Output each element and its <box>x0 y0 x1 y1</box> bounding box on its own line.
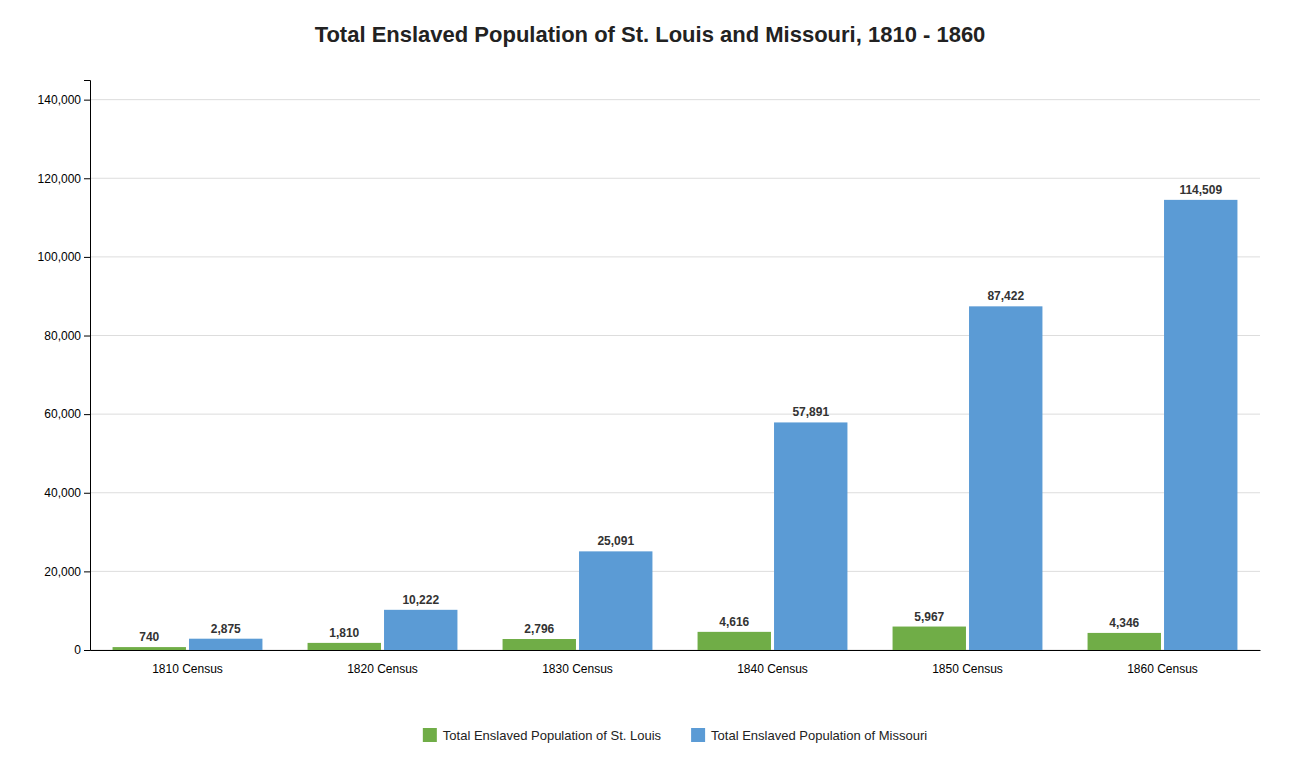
data-label: 4,346 <box>1109 616 1139 630</box>
grid-line <box>90 650 1260 651</box>
legend: Total Enslaved Population of St. Louis To… <box>423 728 927 743</box>
grid-line <box>90 414 1260 415</box>
bar <box>1088 633 1161 650</box>
y-axis-line <box>84 81 91 651</box>
x-tick: 1820 Census <box>347 662 418 676</box>
y-tick-mark <box>84 336 90 337</box>
bar <box>774 422 847 650</box>
y-tick: 80,000 <box>44 329 90 343</box>
y-tick: 140,000 <box>38 93 90 107</box>
title: Total Enslaved Population of St. Louis a… <box>315 22 986 47</box>
grid-line <box>90 492 1260 493</box>
y-tick: 0 <box>74 643 90 657</box>
x-tick-label: 1810 Census <box>152 662 223 676</box>
x-tick-label: 1850 Census <box>932 662 1003 676</box>
grid-line <box>90 99 1260 100</box>
y-tick-mark <box>84 650 90 651</box>
y-tick: 120,000 <box>38 172 90 186</box>
data-labels: 740 1,810 2,796 4,616 5,967 4,346 2,875 10,222 2… <box>139 183 1222 644</box>
x-tick: 1810 Census <box>152 662 223 676</box>
y-tick-mark <box>84 571 90 572</box>
bar-series <box>189 200 1237 650</box>
y-tick-label: 80,000 <box>44 329 81 343</box>
y-tick: 20,000 <box>44 565 90 579</box>
legend-swatch <box>423 728 437 742</box>
data-label: 740 <box>139 630 159 644</box>
bar <box>308 643 381 650</box>
legend-item: Total Enslaved Population of Missouri <box>691 728 927 743</box>
bar <box>698 632 771 650</box>
x-axis-line <box>91 650 1261 651</box>
y-tick-mark <box>84 257 90 258</box>
grid-line <box>90 178 1260 179</box>
bar <box>503 639 576 650</box>
grid-line <box>90 571 1260 572</box>
x-tick-label: 1840 Census <box>737 662 808 676</box>
grid-line <box>90 335 1260 336</box>
data-label: 114,509 <box>1179 183 1222 197</box>
x-tick-label: 1830 Census <box>542 662 613 676</box>
x-tick: 1840 Census <box>737 662 808 676</box>
bar <box>893 627 966 650</box>
y-tick-label: 100,000 <box>38 250 82 264</box>
data-label: 57,891 <box>792 405 829 419</box>
y-tick-mark <box>84 414 90 415</box>
data-label: 87,422 <box>987 289 1024 303</box>
y-tick-mark <box>84 493 90 494</box>
y-tick-label: 120,000 <box>38 172 82 186</box>
bar <box>579 551 652 650</box>
chart: Total Enslaved Population of St. Louis a… <box>0 0 1300 780</box>
data-label: 10,222 <box>402 593 439 607</box>
y-tick-label: 60,000 <box>44 407 81 421</box>
legend-label: Total Enslaved Population of Missouri <box>711 728 927 743</box>
x-axis: 1810 Census 1820 Census 1830 Census 1840 Ce… <box>91 651 1261 677</box>
bar <box>384 610 457 650</box>
x-tick: 1850 Census <box>932 662 1003 676</box>
bar <box>113 647 186 650</box>
data-label: 1,810 <box>329 626 359 640</box>
grid-line <box>90 256 1260 257</box>
data-label: 2,875 <box>211 622 241 636</box>
y-tick: 100,000 <box>38 250 90 264</box>
legend-label: Total Enslaved Population of St. Louis <box>443 728 662 743</box>
bars <box>113 200 1238 650</box>
y-tick-label: 140,000 <box>38 93 82 107</box>
y-tick-label: 0 <box>74 643 81 657</box>
grid <box>90 100 1260 650</box>
x-tick: 1830 Census <box>542 662 613 676</box>
plot: 0 20,000 40,000 60,000 80,000 100,000 120,000 1… <box>38 81 1261 677</box>
y-axis: 0 20,000 40,000 60,000 80,000 100,000 120,000 1… <box>38 81 91 658</box>
y-tick-label: 40,000 <box>44 486 81 500</box>
bar <box>1164 200 1237 650</box>
legend-swatch <box>691 728 705 742</box>
bar <box>189 639 262 650</box>
x-tick-label: 1820 Census <box>347 662 418 676</box>
y-tick-mark <box>84 100 90 101</box>
legend-item: Total Enslaved Population of St. Louis <box>423 728 662 743</box>
data-label: 25,091 <box>597 534 634 548</box>
y-tick: 60,000 <box>44 407 90 421</box>
y-tick-label: 20,000 <box>44 565 81 579</box>
data-label: 5,967 <box>914 610 944 624</box>
data-label: 2,796 <box>524 622 554 636</box>
x-tick: 1860 Census <box>1127 662 1198 676</box>
y-tick-mark <box>84 178 90 179</box>
data-label: 4,616 <box>719 615 749 629</box>
y-tick: 40,000 <box>44 486 90 500</box>
bar <box>969 306 1042 650</box>
x-tick-label: 1860 Census <box>1127 662 1198 676</box>
